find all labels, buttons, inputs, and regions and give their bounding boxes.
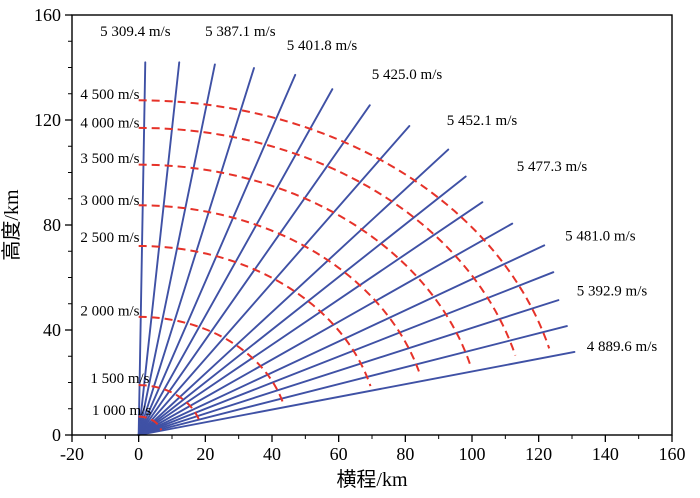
contour-velocity-label: 4 500 m/s <box>80 87 139 103</box>
trajectory-line <box>137 73 297 436</box>
velocity-contour-arc <box>138 384 201 423</box>
x-tick-label: 140 <box>592 444 619 464</box>
velocity-contour-arc <box>138 315 285 405</box>
x-tick-label: 160 <box>659 444 686 464</box>
trajectory-velocity-label: 5 309.4 m/s <box>100 24 171 40</box>
contour-velocity-label: 1 500 m/s <box>90 371 149 387</box>
y-tick-label: 120 <box>34 110 61 130</box>
trajectory-line <box>137 61 181 436</box>
trajectory-velocity-label: 5 401.8 m/s <box>287 38 358 54</box>
y-axis-title: 高度/km <box>0 189 23 261</box>
velocity-contour-arc <box>138 245 372 387</box>
y-tick-label: 160 <box>34 5 61 25</box>
y-tick-label: 40 <box>43 320 61 340</box>
trajectory-velocity-label: 5 392.9 m/s <box>577 284 648 300</box>
trajectory-velocity-label: 5 387.1 m/s <box>205 24 276 40</box>
x-tick-label: 40 <box>263 444 281 464</box>
contour-velocity-label: 2 000 m/s <box>80 303 139 319</box>
trajectory-line <box>137 222 514 436</box>
trajectory-line <box>137 244 546 436</box>
trajectory-line <box>137 351 576 436</box>
trajectory-velocity-label: 5 452.1 m/s <box>447 113 518 129</box>
trajectory-line <box>137 271 555 436</box>
velocity-contour-arc <box>138 163 472 366</box>
x-tick-label: 80 <box>396 444 414 464</box>
velocity-contour-arc <box>138 126 517 356</box>
trajectory-line <box>137 61 147 436</box>
x-tick-label: 60 <box>330 444 348 464</box>
trajectory-line <box>137 125 411 436</box>
trajectory-velocity-label: 5 481.0 m/s <box>565 229 636 245</box>
contour-velocity-label: 1 000 m/s <box>92 403 151 419</box>
x-tick-label: 120 <box>525 444 552 464</box>
contour-velocity-label: 3 500 m/s <box>80 151 139 167</box>
trajectory-velocity-label: 4 889.6 m/s <box>587 339 658 355</box>
velocity-contour-arc <box>138 204 422 376</box>
x-tick-label: 100 <box>459 444 486 464</box>
x-tick-label: 0 <box>134 444 143 464</box>
contour-velocity-label: 3 000 m/s <box>80 193 139 209</box>
x-axis-title: 横程/km <box>336 468 408 491</box>
trajectory-line <box>137 63 216 436</box>
trajectory-line <box>137 299 560 436</box>
trajectory-line <box>137 325 568 436</box>
contour-velocity-label: 4 000 m/s <box>80 116 139 132</box>
velocity-contour-arc <box>138 99 551 349</box>
trajectory-line <box>137 175 467 436</box>
trajectory-line <box>137 148 450 436</box>
y-tick-label: 0 <box>52 425 61 445</box>
trajectory-velocity-label: 5 477.3 m/s <box>517 159 588 175</box>
trajectory-velocity-label: 5 425.0 m/s <box>372 67 443 83</box>
contour-velocity-label: 2 500 m/s <box>80 230 139 246</box>
x-tick-label: -20 <box>60 444 84 464</box>
velocity-contour-arc <box>138 415 163 431</box>
trajectory-line <box>137 201 484 436</box>
y-tick-label: 80 <box>43 215 61 235</box>
x-tick-label: 20 <box>196 444 214 464</box>
